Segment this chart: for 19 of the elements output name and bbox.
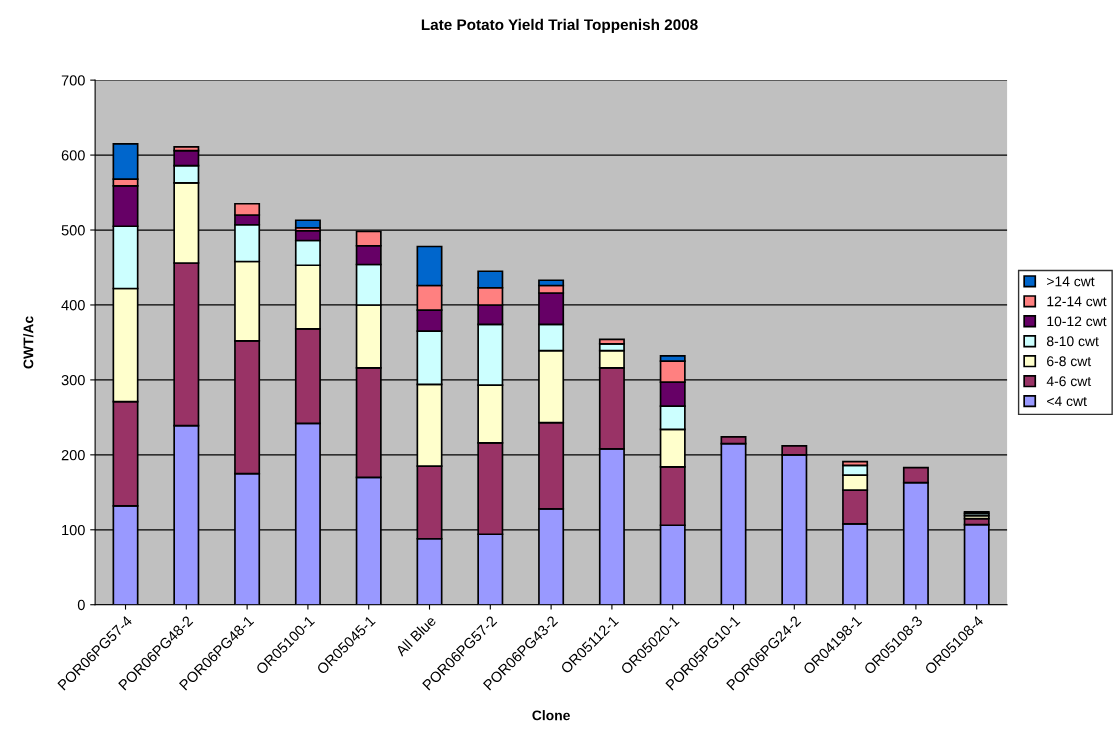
y-tick-label: 500 — [61, 225, 85, 236]
y-tick-label: 400 — [61, 300, 85, 311]
y-axis-title: CWT/Ac — [23, 316, 34, 369]
legend-label: >14 cwt — [1047, 276, 1095, 287]
x-axis-title: Clone — [532, 710, 570, 721]
legend-label: 4-6 cwt — [1046, 376, 1092, 387]
legend-label: 6-8 cwt — [1047, 356, 1092, 367]
y-tick-label: 700 — [61, 75, 85, 86]
legend-label: <4 cwt — [1047, 396, 1087, 407]
y-tick-label: 600 — [61, 150, 85, 161]
legend-label: 12-14 cwt — [1047, 296, 1107, 307]
y-tick-label: 100 — [62, 524, 85, 536]
legend-label: 10-12 cwt — [1047, 316, 1107, 327]
bar — [294, 219, 321, 229]
y-tick-label: 200 — [61, 449, 85, 461]
legend-label: 8-10 cwt — [1046, 336, 1099, 347]
chart-title: Late Potato Yield Trial Toppenish 2008 — [421, 18, 698, 34]
y-tick-label: 300 — [61, 375, 85, 386]
y-tick-label: 0 — [77, 599, 85, 611]
